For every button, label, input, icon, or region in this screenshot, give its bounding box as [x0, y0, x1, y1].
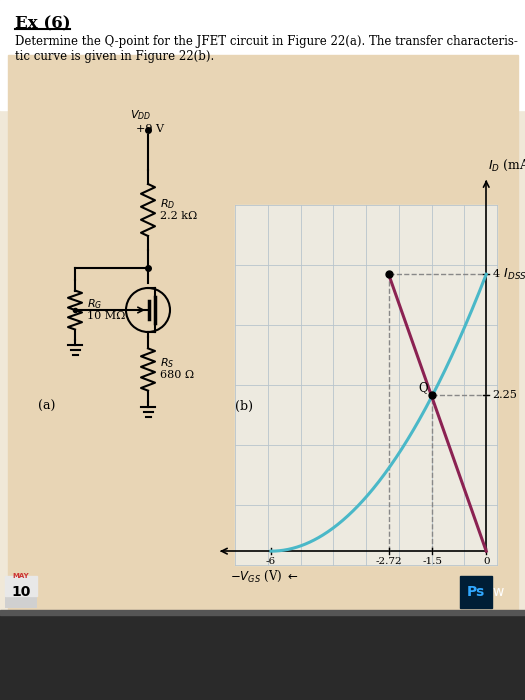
Bar	[460, 576, 492, 608]
Text: -2.72: -2.72	[375, 557, 402, 566]
Bar	[235, 205, 497, 565]
Text: tic curve is given in Figure 22(b).: tic curve is given in Figure 22(b).	[15, 50, 214, 63]
Text: 10: 10	[12, 585, 30, 599]
Text: $V_{DD}$: $V_{DD}$	[130, 108, 151, 122]
Bar	[5, 576, 37, 596]
Text: (a): (a)	[38, 400, 55, 413]
Text: Determine the Q-point for the JFET circuit in Figure 22(a). The transfer charact: Determine the Q-point for the JFET circu…	[15, 35, 518, 48]
Text: 2.25: 2.25	[492, 391, 517, 400]
Text: 4: 4	[492, 270, 499, 279]
Text: 680 Ω: 680 Ω	[160, 370, 194, 381]
Text: $I_D$ (mA): $I_D$ (mA)	[488, 158, 525, 173]
Text: (b): (b)	[235, 400, 253, 413]
Text: MAY: MAY	[13, 573, 29, 579]
Text: Q: Q	[418, 382, 428, 394]
Text: $I_{DSS}$: $I_{DSS}$	[492, 267, 525, 282]
Text: Ex (6): Ex (6)	[15, 15, 71, 32]
Text: $-V_{GS}$ (V) $\leftarrow$: $-V_{GS}$ (V) $\leftarrow$	[230, 569, 298, 584]
Text: $R_S$: $R_S$	[160, 356, 174, 370]
Text: +9 V: +9 V	[136, 124, 164, 134]
Text: $R_G$: $R_G$	[87, 297, 102, 311]
Text: $R_D$: $R_D$	[160, 197, 175, 211]
Text: 2.2 kΩ: 2.2 kΩ	[160, 211, 197, 221]
Bar	[8, 55, 518, 610]
Bar	[5, 576, 37, 608]
Bar	[0, 0, 525, 110]
Bar	[0, 612, 525, 700]
Text: -1.5: -1.5	[423, 557, 443, 566]
Text: Ps: Ps	[467, 585, 485, 599]
Text: -6: -6	[266, 557, 276, 566]
Text: 10 MΩ: 10 MΩ	[87, 311, 125, 321]
Text: w: w	[492, 585, 503, 599]
Text: 0: 0	[483, 557, 489, 566]
Bar	[0, 610, 525, 615]
